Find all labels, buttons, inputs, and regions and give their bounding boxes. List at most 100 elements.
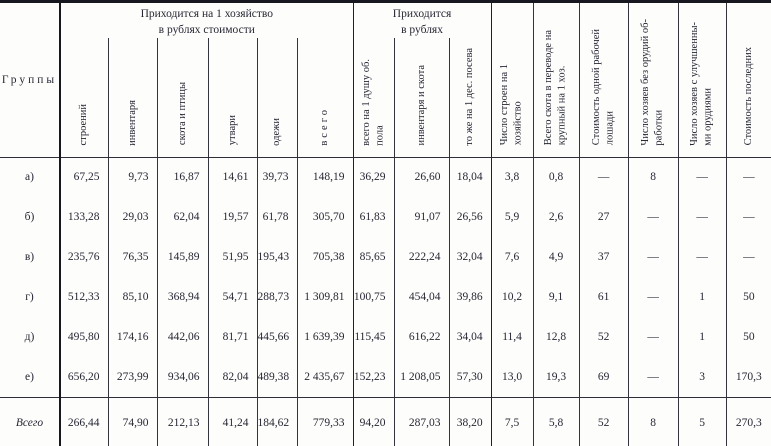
table-cell: 1 (677, 277, 727, 318)
table-body: а) 67,25 9,73 16,87 14,61 39,73 148,19 36,29 26,… (0, 157, 771, 446)
table-cell: 368,94 (156, 277, 208, 318)
col-header-per-dessiatine-sown: то же на 1 дес. посева (448, 38, 492, 158)
table-cell: 74,90 (107, 396, 157, 446)
table-cell: 616,22 (393, 317, 450, 358)
table-cell: — (677, 197, 727, 238)
table-cell: 270,3 (725, 396, 771, 446)
table-cell: 489,38 (256, 357, 297, 398)
col-header-label: одежи (271, 117, 283, 146)
col-header-label: Число строен на 1 хозяйство (499, 64, 525, 146)
col-header-livestock-poultry: скота и птицы (156, 38, 208, 158)
row-label: е) (0, 357, 61, 398)
col-header-owners-without-implements: Число хозяев без орудий об- работки (627, 1, 679, 158)
table-cell: 11,4 (490, 317, 534, 358)
sub-header-row: строений инвентаря скота и птицы утвари … (0, 38, 771, 158)
table-cell: 266,44 (59, 396, 108, 446)
table-cell: 85,65 (352, 237, 395, 278)
table-cell: 222,24 (393, 237, 450, 278)
col-header-label: Стоимость одной рабочей лошади (590, 29, 616, 146)
col-header-label: инвентаря (126, 99, 138, 146)
table-cell: — (627, 197, 679, 238)
table-cell: 7,6 (490, 237, 534, 278)
table-cell: 235,76 (59, 237, 108, 278)
table-cell: — (627, 277, 679, 318)
table-cell: — (725, 237, 771, 278)
table-cell: 133,28 (59, 197, 108, 238)
table-cell: 152,23 (352, 357, 395, 398)
table-cell: 145,89 (156, 237, 208, 278)
table-cell: 76,35 (107, 237, 157, 278)
group-header-in-rubles: Приходится в рублях (352, 1, 492, 39)
table-cell: 9,73 (107, 157, 157, 198)
table-cell: 82,04 (207, 357, 257, 398)
table-row: а) 67,25 9,73 16,87 14,61 39,73 148,19 36,29 26,… (0, 157, 771, 198)
table-cell: 12,8 (532, 317, 580, 358)
table-cell: 1 208,05 (393, 357, 450, 398)
table-cell: 39,73 (256, 157, 297, 198)
table-cell: 8 (627, 396, 679, 446)
table-cell: 57,30 (448, 357, 492, 398)
table-cell: 61 (578, 277, 629, 318)
table-cell: 13,0 (490, 357, 534, 398)
table-cell: 94,20 (352, 396, 395, 446)
table-cell: 5,9 (490, 197, 534, 238)
col-header-label: Число хозяев с улучшенны- ми орудиями (689, 21, 715, 146)
table-cell: 287,03 (393, 396, 450, 446)
row-label: б) (0, 197, 61, 238)
group-header-row: Группы Приходится на 1 хозяйство в рубля… (0, 1, 771, 158)
col-header-cost-of-latter: Стоимость последних (725, 1, 771, 158)
table-cell: 2,6 (532, 197, 580, 238)
table-cell: 454,04 (393, 277, 450, 318)
table-cell: 67,25 (59, 157, 108, 198)
table-cell: 3,8 (490, 157, 534, 198)
col-header-utensils: утвари (207, 38, 257, 158)
table-cell: 52 (578, 396, 629, 446)
table-cell: 512,33 (59, 277, 108, 318)
table-cell: 41,24 (207, 396, 257, 446)
table-cell: 27 (578, 197, 629, 238)
table-cell: 779,33 (296, 396, 354, 446)
table-cell: 174,16 (107, 317, 157, 358)
table-cell: 305,70 (296, 197, 354, 238)
table-row: е) 656,20 273,99 934,06 82,04 489,38 2 435,67 1… (0, 357, 771, 398)
row-label: а) (0, 157, 61, 198)
group-header-per-household: Приходится на 1 хозяйство в рублях стоим… (58, 1, 354, 39)
table-cell: 39,86 (448, 277, 492, 318)
table-cell: 1 309,81 (296, 277, 354, 318)
table-cell: — (725, 197, 771, 238)
row-label: г) (0, 277, 61, 318)
table-row: б) 133,28 29,03 62,04 19,57 61,78 305,70 61,83 9… (0, 197, 771, 238)
table-cell: 62,04 (156, 197, 208, 238)
table-cell: 7,5 (490, 396, 534, 446)
col-header-inventory-and-livestock: инвентаря и скота (393, 38, 450, 158)
table-cell: 4,9 (532, 237, 580, 278)
table-cell: — (677, 157, 727, 198)
table-cell: — (578, 157, 629, 198)
table-cell: 273,99 (107, 357, 157, 398)
table-cell: 195,43 (256, 237, 297, 278)
table-cell: 61,78 (256, 197, 297, 238)
table-cell: 36,29 (352, 157, 395, 198)
table-cell: 52 (578, 317, 629, 358)
table-row-total: Всего 266,44 74,90 212,13 41,24 184,62 779,33 9… (0, 396, 771, 446)
col-header-label: утвари (226, 115, 238, 146)
col-header-buildings: строений (59, 38, 108, 158)
table-cell: 91,07 (393, 197, 450, 238)
table-cell: 85,10 (107, 277, 157, 318)
col-header-label: скота и птицы (176, 82, 188, 146)
table-cell: 705,38 (296, 237, 354, 278)
table-row: д) 495,80 174,16 442,06 81,71 445,66 1 639,39 1… (0, 317, 771, 358)
col-header-label: Число хозяев без орудий об- работки (640, 18, 666, 146)
table-cell: — (627, 237, 679, 278)
table-cell: 14,61 (207, 157, 257, 198)
table-cell: 32,04 (448, 237, 492, 278)
table-cell: 115,45 (352, 317, 395, 358)
table-cell: 54,71 (207, 277, 257, 318)
table-cell: 81,71 (207, 317, 257, 358)
table-cell: 51,95 (207, 237, 257, 278)
row-label: Всего (0, 396, 61, 446)
table-cell: 26,60 (393, 157, 450, 198)
table-cell: 288,73 (256, 277, 297, 318)
table-cell: 19,57 (207, 197, 257, 238)
